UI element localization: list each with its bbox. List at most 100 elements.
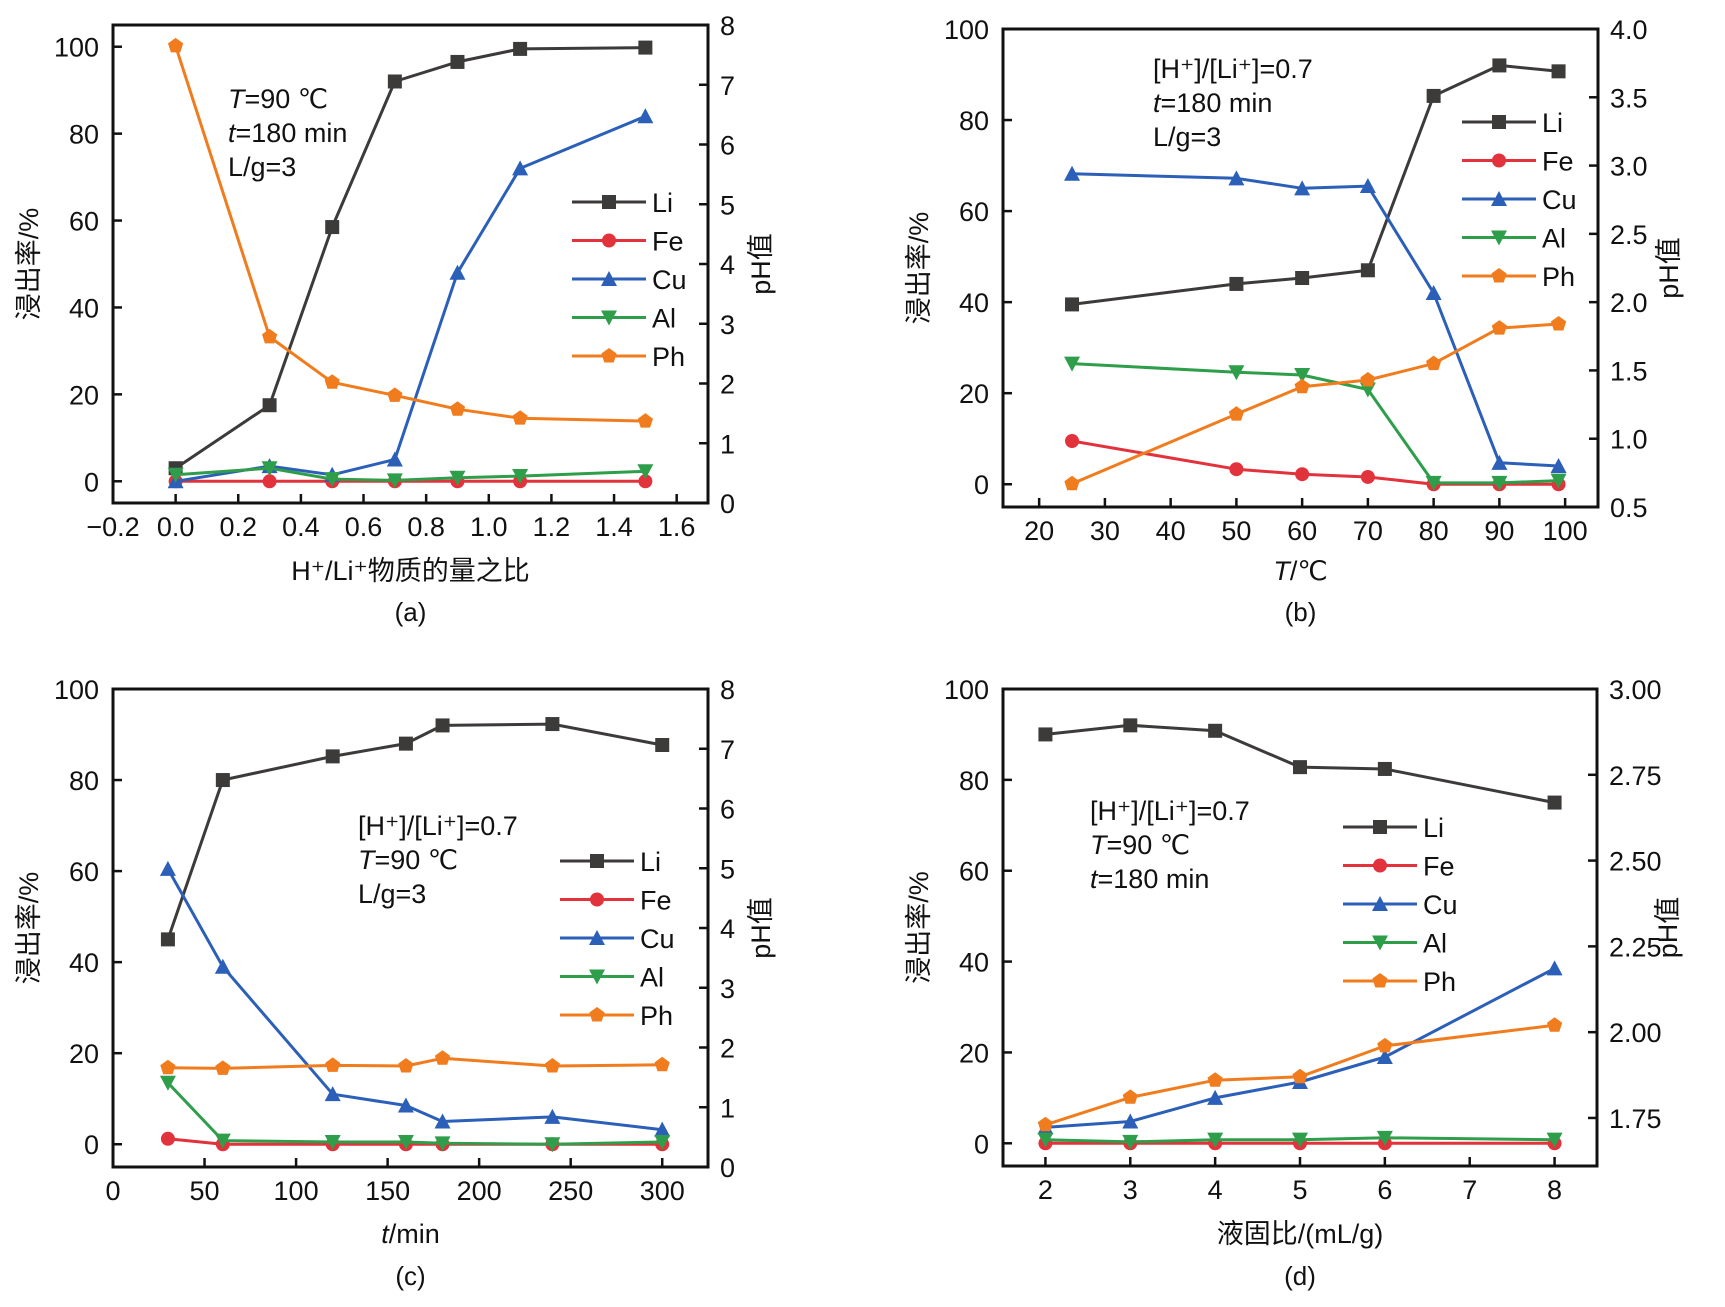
legend-item-fe: Fe bbox=[1462, 147, 1574, 177]
x-tick-label: 150 bbox=[365, 1176, 410, 1206]
legend: Li Fe Cu Al Ph bbox=[572, 188, 687, 372]
data-point-cu bbox=[544, 1108, 561, 1124]
annotation-value: L/g=3 bbox=[358, 879, 426, 909]
x-tick-label: 6 bbox=[1377, 1175, 1392, 1205]
legend-marker bbox=[1491, 191, 1507, 206]
condition-annotation: t=180 min bbox=[1090, 864, 1209, 894]
data-point-li bbox=[387, 74, 402, 89]
x-tick-label: 0.0 bbox=[157, 512, 195, 542]
legend-marker bbox=[590, 892, 604, 907]
legend-label: Fe bbox=[1423, 852, 1455, 882]
legend-label: Ph bbox=[1423, 967, 1456, 997]
y-tick-label: 80 bbox=[69, 766, 99, 796]
data-point-ph bbox=[1292, 1068, 1308, 1084]
y2-tick-label: 3.5 bbox=[1610, 83, 1648, 113]
x-tick-label: 200 bbox=[457, 1176, 502, 1206]
x-tick-label: 60 bbox=[1287, 516, 1317, 546]
x-tick-label: 2 bbox=[1038, 1175, 1053, 1205]
data-point-al bbox=[654, 1134, 671, 1150]
plot-frame bbox=[1001, 27, 1600, 509]
series-al bbox=[1037, 1130, 1563, 1150]
series-line-fe bbox=[1071, 439, 1559, 486]
y-tick-label: 40 bbox=[69, 948, 99, 978]
annotation-variable: T bbox=[1090, 830, 1109, 860]
y-tick-label: 100 bbox=[54, 33, 99, 63]
condition-annotation: L/g=3 bbox=[228, 152, 296, 182]
legend-item-al: Al bbox=[1343, 929, 1447, 959]
data-point-ph bbox=[654, 1056, 670, 1072]
data-point-fe bbox=[1229, 462, 1244, 477]
data-point-al bbox=[1228, 365, 1245, 381]
data-point-cu bbox=[637, 108, 654, 124]
data-point-ph bbox=[1064, 475, 1080, 491]
condition-annotation: L/g=3 bbox=[358, 879, 426, 909]
legend-item-cu: Cu bbox=[572, 265, 687, 295]
y2-tick-label: 5 bbox=[720, 854, 735, 884]
y2-tick-label: 1.0 bbox=[1610, 425, 1648, 455]
y2-tick-label: 0 bbox=[720, 1153, 735, 1183]
data-point-fe bbox=[262, 474, 277, 489]
data-point-cu bbox=[1376, 1048, 1393, 1064]
legend-marker bbox=[1491, 268, 1507, 283]
x-tick-label: 0.8 bbox=[407, 512, 445, 542]
legend-label: Li bbox=[640, 847, 661, 877]
data-point-al bbox=[324, 472, 341, 488]
legend-item-fe: Fe bbox=[572, 227, 684, 257]
data-point-al bbox=[397, 1134, 414, 1150]
data-point-ph bbox=[1207, 1072, 1223, 1087]
y2-axis-title: pH值 bbox=[746, 233, 776, 295]
y-axis-title: 浸出率/% bbox=[14, 872, 44, 985]
y-tick-label: 40 bbox=[69, 293, 99, 323]
panel-label: (d) bbox=[1284, 1261, 1316, 1291]
data-point-li bbox=[1065, 297, 1080, 312]
data-point-cu bbox=[397, 1097, 414, 1113]
legend-item-al: Al bbox=[560, 963, 664, 993]
y2-tick-label: 2.00 bbox=[1609, 1018, 1662, 1048]
chart-panel-d: 2 3 4 5 6 7 80204060801001.752.002.252.502.753… bbox=[904, 675, 1683, 1291]
y-axis-title: 浸出率/% bbox=[904, 212, 934, 325]
data-point-cu bbox=[1359, 178, 1376, 194]
chart-panel-a: −0.2 0.0 0.2 0.4 0.6 0.8 1.0 1.2 1.4 1.6020406080… bbox=[14, 11, 776, 627]
x-tick-label: 3 bbox=[1123, 1175, 1138, 1205]
y-axis-title: 浸出率/% bbox=[14, 208, 44, 321]
data-point-cu bbox=[654, 1121, 671, 1137]
data-point-cu bbox=[1425, 285, 1442, 301]
legend-marker bbox=[1372, 973, 1388, 988]
data-point-ph bbox=[1377, 1037, 1393, 1053]
y-tick-label: 100 bbox=[944, 675, 989, 705]
data-point-ph bbox=[160, 1059, 176, 1075]
data-point-li bbox=[215, 773, 230, 788]
condition-annotation: T=90 ℃ bbox=[358, 845, 458, 875]
condition-annotation: T=90 ℃ bbox=[228, 84, 328, 114]
x-tick-label: 70 bbox=[1353, 516, 1383, 546]
y-tick-label: 100 bbox=[944, 15, 989, 45]
data-point-li bbox=[1360, 263, 1375, 278]
x-tick-label: 250 bbox=[548, 1176, 593, 1206]
annotation-value: [H⁺]/[Li⁺]=0.7 bbox=[358, 811, 518, 841]
data-point-cu bbox=[512, 160, 529, 176]
data-point-li bbox=[655, 737, 670, 752]
y2-tick-label: 3.0 bbox=[1610, 152, 1648, 182]
y2-tick-label: 8 bbox=[720, 675, 735, 705]
data-point-al bbox=[1550, 473, 1567, 489]
data-point-al bbox=[1294, 367, 1311, 383]
y-tick-label: 40 bbox=[959, 948, 989, 978]
annotation-value: [H⁺]/[Li⁺]=0.7 bbox=[1153, 54, 1313, 84]
data-point-al bbox=[261, 461, 278, 477]
series-li bbox=[1038, 718, 1562, 810]
condition-annotation: L/g=3 bbox=[1153, 122, 1221, 152]
legend-item-ph: Ph bbox=[572, 342, 685, 372]
condition-annotation: [H⁺]/[Li⁺]=0.7 bbox=[1153, 54, 1313, 84]
data-point-fe bbox=[1295, 467, 1310, 482]
y-tick-label: 100 bbox=[54, 675, 99, 705]
x-tick-label: 5 bbox=[1292, 1175, 1307, 1205]
data-point-ph bbox=[449, 401, 466, 416]
data-point-ph bbox=[1037, 1116, 1053, 1132]
data-point-li bbox=[1123, 718, 1138, 733]
legend-item-fe: Fe bbox=[1343, 852, 1455, 882]
condition-annotation: t=180 min bbox=[1153, 88, 1272, 118]
y2-tick-label: 3 bbox=[720, 310, 735, 340]
data-point-li bbox=[398, 736, 413, 751]
data-point-li bbox=[1293, 760, 1307, 775]
